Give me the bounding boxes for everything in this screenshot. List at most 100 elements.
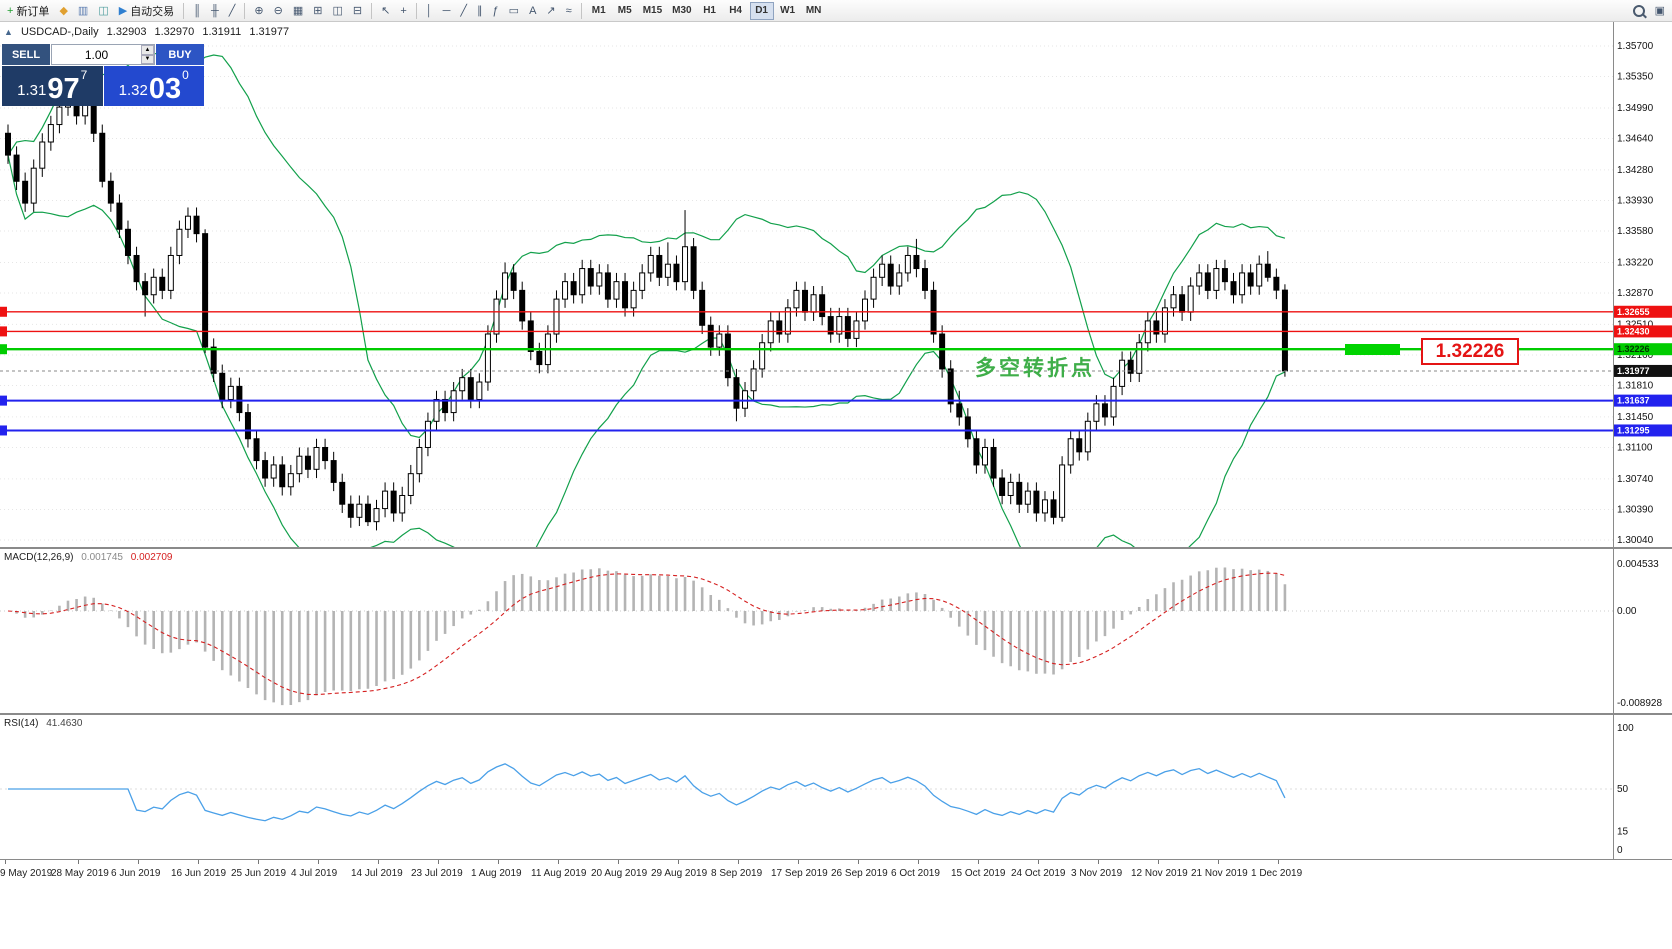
svg-text:-0.008928: -0.008928 <box>1617 698 1662 709</box>
candle <box>1084 420 1091 453</box>
volume-up-button[interactable]: ▲ <box>141 45 154 55</box>
time-tick <box>918 860 919 864</box>
arrows-icon: ↗ <box>546 4 556 17</box>
crosshair-icon[interactable]: + <box>396 2 410 20</box>
bar-chart-icon[interactable]: ║ <box>189 2 205 20</box>
candle <box>853 320 860 339</box>
cursor-icon[interactable]: ↖ <box>377 2 394 20</box>
candle <box>467 377 474 400</box>
svg-text:1.35350: 1.35350 <box>1617 72 1654 83</box>
volume-down-button[interactable]: ▼ <box>141 54 154 64</box>
candle <box>1007 481 1014 496</box>
zoom-in-icon: ⊕ <box>254 4 264 17</box>
panel-separator[interactable] <box>0 547 1672 549</box>
time-tick <box>438 860 439 864</box>
axis-price-tag <box>1614 305 1672 318</box>
axis-price-tag <box>1614 325 1672 338</box>
price-chart[interactable]: 1.35700 1.35350 1.34990 1.34640 1.34280 1.339… <box>0 22 1672 548</box>
timeframe-h4[interactable]: H4 <box>724 2 748 20</box>
shapes-icon[interactable]: ▭ <box>505 2 523 20</box>
left-line-marker <box>0 425 7 436</box>
time-label: 17 Sep 2019 <box>771 868 828 879</box>
chart-canvas[interactable]: 1.35700 1.35350 1.34990 1.34640 1.34280 1.339… <box>0 22 1672 949</box>
sell-button[interactable]: SELL <box>2 44 50 65</box>
candle <box>827 316 834 335</box>
candle <box>887 263 894 287</box>
rsi-panel[interactable]: 100 50 15 0 <box>0 715 1672 859</box>
green-highlight-segment[interactable] <box>1345 344 1400 355</box>
candle <box>793 289 800 309</box>
text-label-icon[interactable]: A <box>525 2 540 20</box>
timeframe-mn[interactable]: MN <box>802 2 826 20</box>
candle <box>562 281 569 300</box>
tile-windows-icon[interactable]: ⊞ <box>309 2 326 20</box>
zoom-out-icon[interactable]: ⊖ <box>270 2 287 20</box>
svg-text:1.31810: 1.31810 <box>1617 381 1654 392</box>
indicators-icon[interactable]: ≈ <box>562 2 576 20</box>
timeframe-m15[interactable]: M15 <box>639 2 666 20</box>
line-chart-icon[interactable]: ╱ <box>225 2 240 20</box>
candle <box>553 298 560 335</box>
buy-button[interactable]: BUY <box>156 44 204 65</box>
buy-price-box[interactable]: 1.32 03 0 <box>103 66 204 106</box>
sell-price-box[interactable]: 1.31 97 7 <box>2 66 103 106</box>
volume-input[interactable] <box>52 45 141 64</box>
algo-trading-button[interactable]: ▶ 自动交易 <box>115 2 178 20</box>
trendline-icon[interactable]: ╱ <box>456 2 471 20</box>
vertical-line-icon[interactable]: │ <box>422 2 437 20</box>
ohlc-close: 1.31977 <box>249 26 290 38</box>
candle <box>1281 289 1288 372</box>
candle <box>56 106 63 126</box>
ohlc-low: 1.31911 <box>202 26 242 38</box>
horizontal-line-icon[interactable]: ─ <box>439 2 455 20</box>
timeframe-w1[interactable]: W1 <box>776 2 800 20</box>
svg-text:1.30040: 1.30040 <box>1617 535 1654 546</box>
panel-separator[interactable] <box>0 713 1672 715</box>
one-click-collapse-icon[interactable]: ▲ <box>4 27 13 37</box>
buy-price-pips: 03 <box>148 73 182 105</box>
candlestick-chart-icon[interactable]: ╫ <box>207 2 223 20</box>
timeframe-m5[interactable]: M5 <box>613 2 637 20</box>
candle <box>604 272 611 300</box>
ohlc-high: 1.32970 <box>154 26 195 38</box>
svg-text:1.34280: 1.34280 <box>1617 165 1654 176</box>
search-button[interactable] <box>1629 2 1649 20</box>
arrows-icon[interactable]: ↗ <box>542 2 559 20</box>
macd-panel[interactable]: 0.004533 0.00 -0.008928 <box>0 549 1672 713</box>
zoom-in-icon[interactable]: ⊕ <box>250 2 267 20</box>
new-window-button[interactable]: ▣ <box>1651 2 1669 20</box>
grid-icon[interactable]: ▦ <box>289 2 307 20</box>
equidistant-channel-icon[interactable]: ∥ <box>473 2 487 20</box>
metaquotes-icon[interactable]: ◆ <box>55 2 71 20</box>
market-watch-icon[interactable]: ▥ <box>74 2 92 20</box>
left-line-marker <box>0 395 7 406</box>
new-order-button-label: 新订单 <box>16 5 50 18</box>
timeframe-m1[interactable]: M1 <box>587 2 611 20</box>
cascade-windows-icon[interactable]: ◫ <box>328 2 346 20</box>
macd-title: MACD(12,26,9) <box>4 552 74 563</box>
timeframe-h1[interactable]: H1 <box>698 2 722 20</box>
candle <box>716 333 723 348</box>
strategy-tester-icon[interactable]: ◫ <box>94 2 112 20</box>
candle <box>150 276 157 296</box>
timeframe-m30[interactable]: M30 <box>668 2 695 20</box>
price-callout-label[interactable]: 1.32226 <box>1421 338 1519 365</box>
cascade-windows-icon: ◫ <box>332 4 343 17</box>
candle <box>1273 276 1280 291</box>
time-tick <box>978 860 979 864</box>
chart-annotation-text[interactable]: 多空转折点 <box>975 357 1095 380</box>
time-tick <box>318 860 319 864</box>
candle <box>1204 272 1211 291</box>
candle <box>759 342 766 370</box>
time-axis: 9 May 2019 28 May 2019 6 Jun 2019 16 Jun 20… <box>0 860 1672 890</box>
timeframe-d1[interactable]: D1 <box>749 1 774 20</box>
arrange-windows-icon[interactable]: ⊟ <box>349 2 366 20</box>
sell-price-point: 7 <box>80 68 88 82</box>
fibonacci-icon[interactable]: ƒ <box>489 2 503 20</box>
time-label: 15 Oct 2019 <box>951 868 1006 879</box>
new-order-button[interactable]: + 新订单 <box>3 2 53 20</box>
sell-price-big: 1.31 <box>17 82 47 99</box>
horizontal-line-icon: ─ <box>442 4 451 17</box>
candle <box>1179 294 1186 313</box>
candle <box>322 446 329 462</box>
